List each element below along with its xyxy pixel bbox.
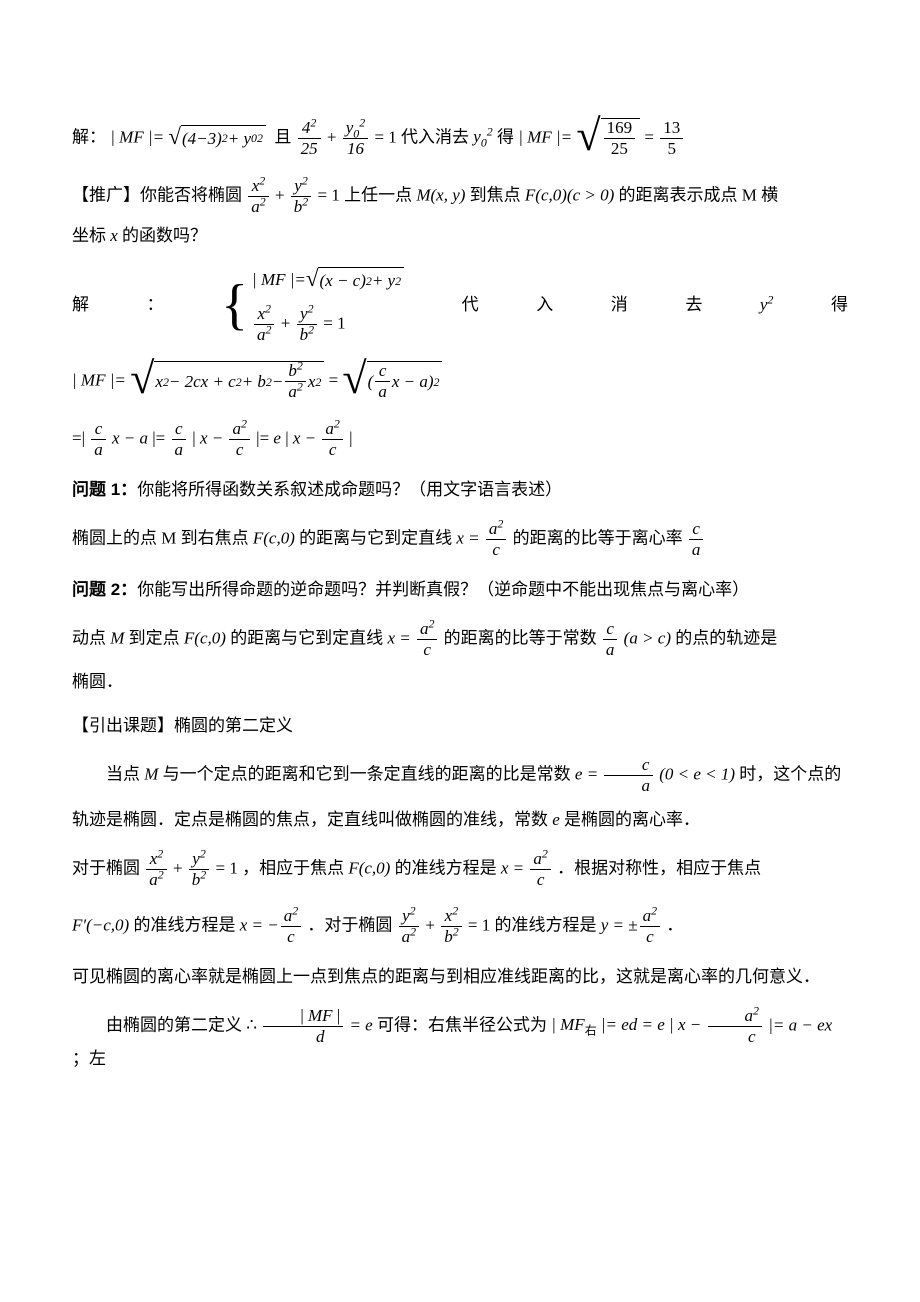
text: 得 [831,292,848,318]
extension-line-1: 【推广】你能否将椭圆 x2a2 + y2b2 = 1 上任一点 M(x, y) … [72,177,848,216]
text: 与一个定点的距离和它到一条定直线的距离的比是常数 [163,764,571,783]
text: 的距离的比等于常数 [444,629,597,648]
text: 代 [462,292,479,318]
text: 解： [72,127,106,146]
text: 的距离与它到定直线 [230,629,383,648]
q2-label: 问题 2： [72,580,137,599]
text: 坐标 [72,226,106,245]
text: 对于椭圆 [72,859,140,878]
text: 可见椭圆的离心率就是椭圆上一点到焦点的距离与到相应准线距离的比，这就是离心率的几… [72,967,820,986]
corr-1: 对于椭圆 x2a2 + y2b2 = 1 ，相应于焦点 F(c,0) 的准线方程… [72,850,848,889]
question-2: 问题 2：你能写出所得命题的逆命题吗？并判断真假？（逆命题中不能出现焦点与离心率… [72,577,848,603]
text: ；左 [72,1049,106,1068]
text: 时，这个点的 [739,764,841,783]
text: 的准线方程是 [133,915,235,934]
text: 得 [497,127,514,146]
answer-1: 椭圆上的点 M 到右焦点 F(c,0) 的距离与它到定直线 x = a2c 的距… [72,520,848,559]
definition-1: 当点 M 与一个定点的距离和它到一条定直线的距离的比是常数 e = ca (0 … [72,756,848,795]
q2-text: 你能写出所得命题的逆命题吗？并判断真假？（逆命题中不能出现焦点与离心率） [137,580,749,599]
question-1: 问题 1：你能将所得函数关系叙述成命题吗？（用文字语言表述） [72,477,848,503]
derivation-2: =| ca x − a |= ca | x − a2c |= e | x − a… [72,420,848,459]
text: 可得：右焦半径公式为 [377,1015,547,1034]
extension-line-2: 坐标 x 的函数吗？ [72,223,848,249]
text: ． [666,915,683,934]
definition-2: 轨迹是椭圆．定点是椭圆的焦点，定直线叫做椭圆的准线，常数 e 是椭圆的离心率． [72,807,848,833]
q1-label: 问题 1： [72,480,137,499]
corr-2: F′(−c,0) 的准线方程是 x = −a2c ．对于椭圆 y2a2 + x2… [72,907,848,946]
text: 的点的轨迹是 [675,629,777,648]
text: 轨迹是椭圆．定点是椭圆的焦点，定直线叫做椭圆的准线，常数 [72,810,548,829]
brace-system: { | MF |=√(x − c)2 + y2 x2a2 + y2b2 = 1 [221,267,404,344]
text: 的距离表示成点 M 横 [619,185,779,204]
solve-justified: 解 ： { | MF |=√(x − c)2 + y2 x2a2 + y2b2 … [72,267,848,344]
last-line: 由椭圆的第二定义 ∴ | MF |d = e 可得：右焦半径公式为 | MF右 … [72,1007,848,1071]
q1-text: 你能将所得函数关系叙述成命题吗？（用文字语言表述） [137,480,562,499]
text: 由椭圆的第二定义 [106,1015,242,1034]
text: 动点 [72,629,106,648]
answer-2: 动点 M 到定点 F(c,0) 的距离与它到定直线 x = a2c 的距离的比等… [72,620,848,659]
text: 椭圆上的点 M 到右焦点 [72,529,249,548]
lead-title: 【引出课题】椭圆的第二定义 [72,713,848,739]
text: 且 [274,127,291,146]
text: 解 [72,292,89,318]
meaning: 可见椭圆的离心率就是椭圆上一点到焦点的距离与到相应准线距离的比，这就是离心率的几… [72,964,848,990]
text: 代入消去 [401,127,469,146]
text: 上任一点 [344,185,412,204]
text: 的准线方程是 [395,859,497,878]
text: 消 [611,292,628,318]
text: 椭圆． [72,672,123,691]
text: 是椭圆的离心率． [564,810,700,829]
text: ．根据对称性，相应于焦点 [557,859,761,878]
text: ，相应于焦点 [242,859,344,878]
solution-line-1: 解： | MF |= √(4−3)2 + y02 且 4225 + y0216 … [72,118,848,159]
text: 的函数吗？ [122,226,207,245]
derivation-1: | MF |= √x2 − 2cx + c2 + b2 − b2a2 x2 = … [72,361,848,402]
text: 的距离与它到定直线 [299,529,452,548]
text: 【引出课题】椭圆的第二定义 [72,716,293,735]
text: 入 [536,292,553,318]
text: 【推广】你能否将椭圆 [72,185,242,204]
text: 的距离的比等于离心率 [513,529,683,548]
text: 当点 [106,764,140,783]
answer-2b: 椭圆． [72,669,848,695]
text: ： [147,292,164,318]
text: 的准线方程是 [495,915,597,934]
text: ．对于椭圆 [307,915,392,934]
text: 到焦点 [470,185,521,204]
text: 到定点 [129,629,180,648]
text: 去 [685,292,702,318]
